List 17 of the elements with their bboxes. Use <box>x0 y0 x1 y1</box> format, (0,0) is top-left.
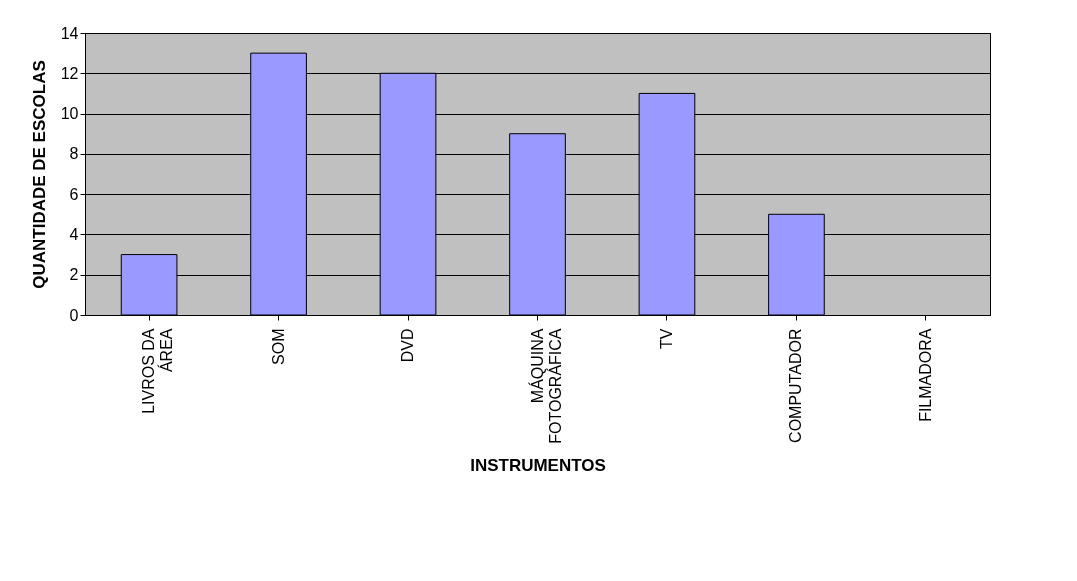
x-axis-title: INSTRUMENTOS <box>470 455 606 475</box>
x-tick-label: FILMADORA <box>916 328 934 422</box>
x-tick-label: SOM <box>269 328 287 365</box>
y-tick-label: 4 <box>69 225 79 243</box>
y-tick-label: 2 <box>69 266 79 284</box>
x-tick-label: MÁQUINA FOTOGRÁFICA <box>527 328 564 444</box>
y-tick-label: 10 <box>60 105 79 123</box>
y-axis-title: QUANTIDADE DE ESCOLAS <box>29 60 49 289</box>
y-tick-label: 6 <box>69 185 79 203</box>
x-tick-label: LIVROS DA ÁREA <box>140 328 176 414</box>
y-tick-label: 0 <box>69 306 79 324</box>
x-tick-label: TV <box>657 328 675 349</box>
y-tick-label: 12 <box>60 64 79 82</box>
y-tick-label: 8 <box>69 145 79 163</box>
x-tick-label: DVD <box>399 328 417 363</box>
y-tick-label: 14 <box>60 24 79 42</box>
x-tick-label: COMPUTADOR <box>787 328 805 443</box>
